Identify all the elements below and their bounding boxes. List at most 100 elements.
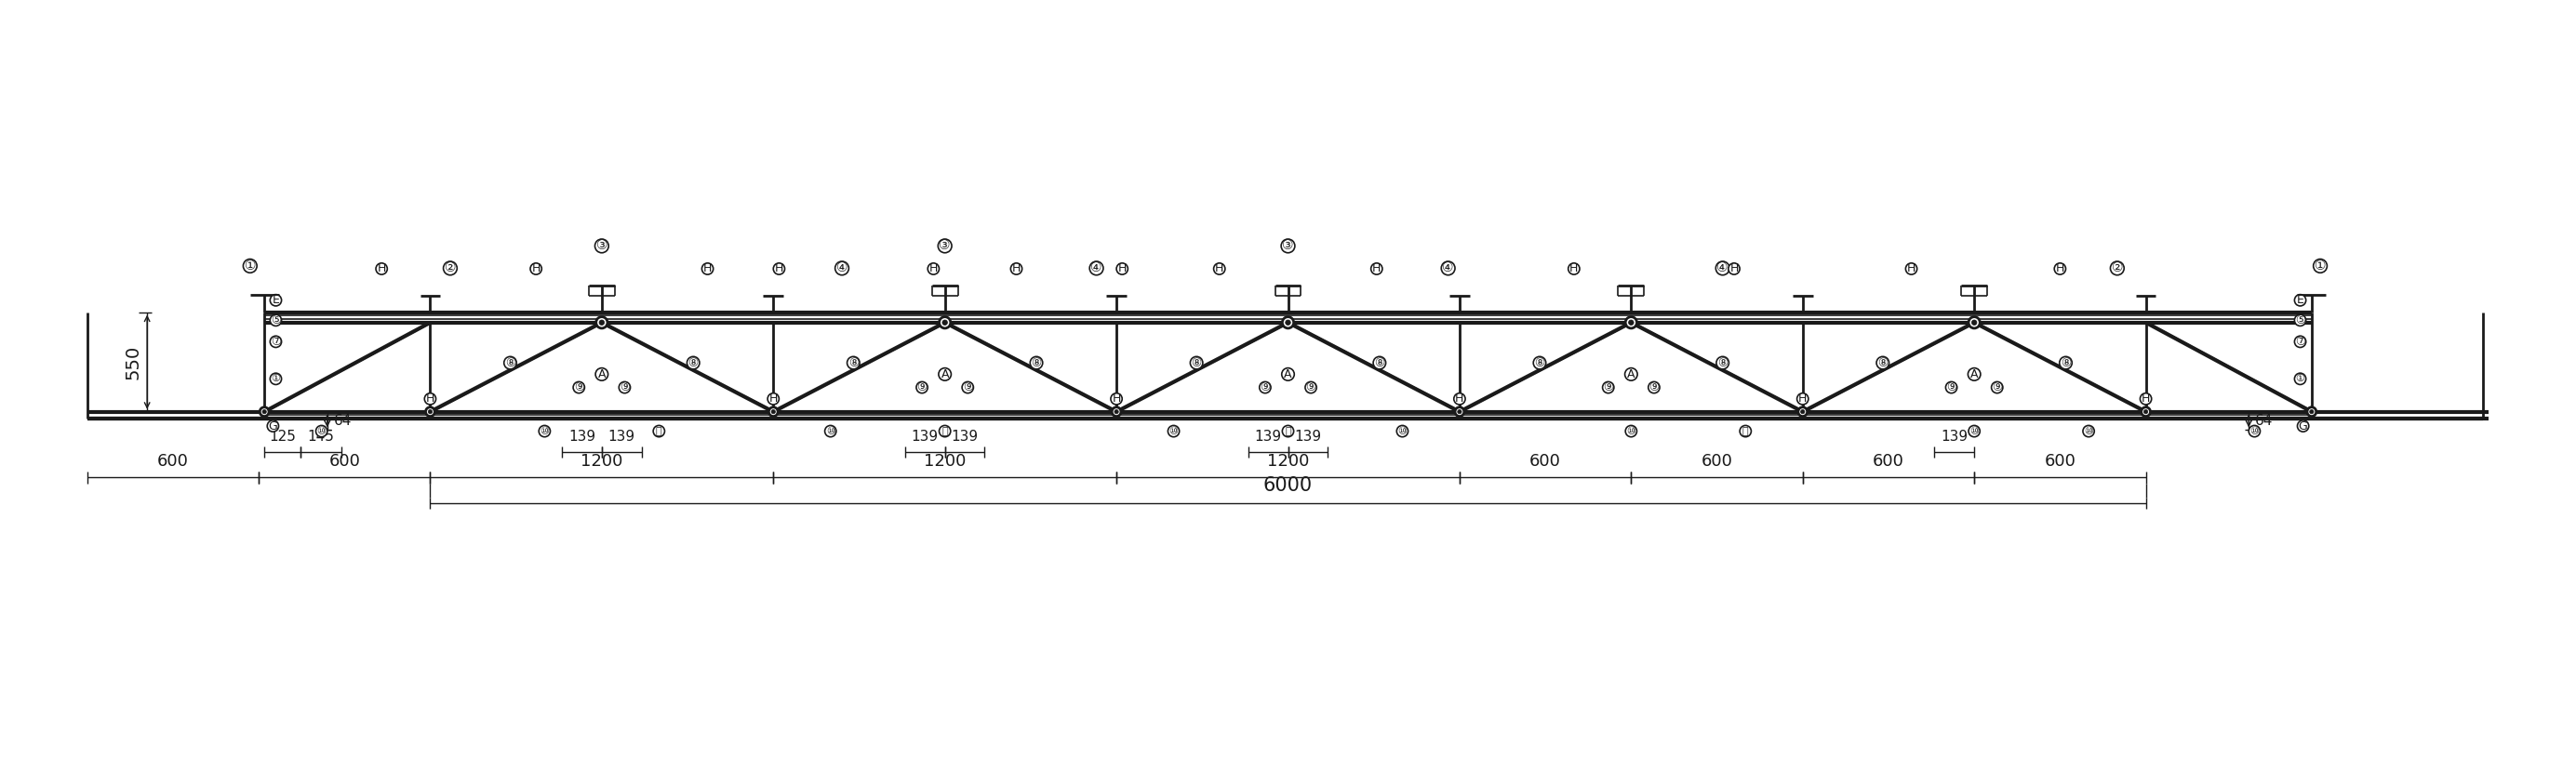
- Text: ⑧: ⑧: [688, 357, 698, 369]
- Circle shape: [1306, 381, 1316, 393]
- Text: H: H: [531, 262, 541, 275]
- Text: H: H: [930, 262, 938, 275]
- Text: G: G: [2298, 420, 2308, 432]
- Circle shape: [2295, 295, 2306, 306]
- Text: A: A: [598, 368, 605, 381]
- Circle shape: [270, 336, 281, 347]
- Text: H: H: [1012, 262, 1020, 275]
- Text: ⑪: ⑪: [1285, 426, 1291, 436]
- Circle shape: [1968, 425, 1981, 437]
- Text: ⑨: ⑨: [1260, 381, 1270, 394]
- Text: ⑨: ⑨: [1945, 381, 1958, 394]
- Circle shape: [1030, 357, 1043, 369]
- Circle shape: [270, 295, 281, 306]
- Circle shape: [1875, 357, 1888, 369]
- Text: ⑩: ⑩: [1399, 426, 1406, 436]
- Circle shape: [574, 381, 585, 393]
- Text: A: A: [1971, 368, 1978, 381]
- Circle shape: [1569, 263, 1579, 275]
- Circle shape: [1213, 263, 1226, 275]
- Text: ⑧: ⑧: [505, 357, 515, 369]
- Circle shape: [2295, 314, 2306, 326]
- Circle shape: [1010, 263, 1023, 275]
- Text: 600: 600: [157, 452, 188, 469]
- Circle shape: [242, 259, 258, 273]
- Text: ③: ③: [940, 239, 951, 252]
- Circle shape: [1625, 425, 1636, 437]
- Text: ⑤: ⑤: [2295, 314, 2306, 327]
- Circle shape: [425, 393, 435, 405]
- Text: ⑪: ⑪: [657, 426, 662, 436]
- Text: H: H: [1373, 262, 1381, 275]
- Circle shape: [2143, 410, 2148, 414]
- Circle shape: [505, 357, 518, 369]
- Circle shape: [2295, 336, 2306, 347]
- Circle shape: [270, 373, 281, 384]
- Circle shape: [1190, 357, 1203, 369]
- Text: H: H: [1728, 262, 1739, 275]
- Text: ⑩: ⑩: [1971, 426, 1978, 436]
- Text: E: E: [2298, 294, 2303, 306]
- Text: 600: 600: [1700, 452, 1734, 469]
- Circle shape: [1728, 263, 1739, 275]
- Circle shape: [618, 381, 631, 393]
- Circle shape: [701, 263, 714, 275]
- Text: A: A: [940, 368, 948, 381]
- Circle shape: [2313, 259, 2326, 273]
- Text: ⑩: ⑩: [1625, 426, 1636, 436]
- Circle shape: [1945, 381, 1958, 393]
- Text: ⑧: ⑧: [848, 357, 858, 369]
- Text: ④: ④: [1443, 262, 1453, 275]
- Text: ⑩: ⑩: [2249, 426, 2259, 436]
- Circle shape: [1906, 263, 1917, 275]
- Circle shape: [654, 425, 665, 437]
- Circle shape: [1440, 262, 1455, 275]
- Circle shape: [773, 263, 786, 275]
- Text: ⑨: ⑨: [1649, 381, 1659, 394]
- Text: ⑨: ⑨: [1306, 381, 1316, 394]
- Text: ④: ④: [1090, 262, 1103, 275]
- Circle shape: [1090, 262, 1103, 275]
- Text: 1200: 1200: [580, 452, 623, 469]
- Circle shape: [2311, 410, 2313, 414]
- Text: 1200: 1200: [1267, 452, 1309, 469]
- Text: H: H: [1455, 393, 1463, 405]
- Text: ⑨: ⑨: [1602, 381, 1613, 394]
- Text: ①: ①: [245, 259, 255, 273]
- Text: ⑦: ⑦: [2295, 336, 2306, 347]
- Text: E: E: [273, 294, 278, 306]
- Circle shape: [1991, 381, 2002, 393]
- Circle shape: [938, 239, 951, 252]
- Text: ⑤: ⑤: [270, 314, 281, 327]
- Text: ①: ①: [270, 374, 281, 384]
- Circle shape: [1458, 410, 1461, 414]
- Circle shape: [1115, 410, 1118, 414]
- Circle shape: [2295, 373, 2306, 384]
- Circle shape: [1716, 262, 1728, 275]
- Circle shape: [1716, 357, 1728, 369]
- Text: ⑧: ⑧: [1030, 357, 1041, 369]
- Circle shape: [940, 425, 951, 437]
- Text: 125: 125: [268, 430, 296, 444]
- Circle shape: [595, 368, 608, 381]
- Circle shape: [824, 425, 837, 437]
- Circle shape: [2084, 425, 2094, 437]
- Text: ⑩: ⑩: [827, 426, 835, 436]
- Text: ⑪: ⑪: [1741, 426, 1749, 436]
- Circle shape: [595, 239, 608, 252]
- Text: H: H: [2056, 262, 2063, 275]
- Circle shape: [938, 368, 951, 381]
- Text: ⑦: ⑦: [270, 336, 281, 347]
- Text: H: H: [703, 262, 711, 275]
- Circle shape: [531, 263, 541, 275]
- Circle shape: [1396, 425, 1409, 437]
- Circle shape: [1283, 368, 1293, 381]
- Circle shape: [1115, 263, 1128, 275]
- Circle shape: [2249, 425, 2259, 437]
- Text: ⑩: ⑩: [2084, 426, 2094, 436]
- Text: 139: 139: [608, 430, 636, 444]
- Circle shape: [1649, 381, 1659, 393]
- Text: ⑩: ⑩: [541, 426, 549, 436]
- Circle shape: [2058, 357, 2071, 369]
- Text: H: H: [770, 393, 778, 405]
